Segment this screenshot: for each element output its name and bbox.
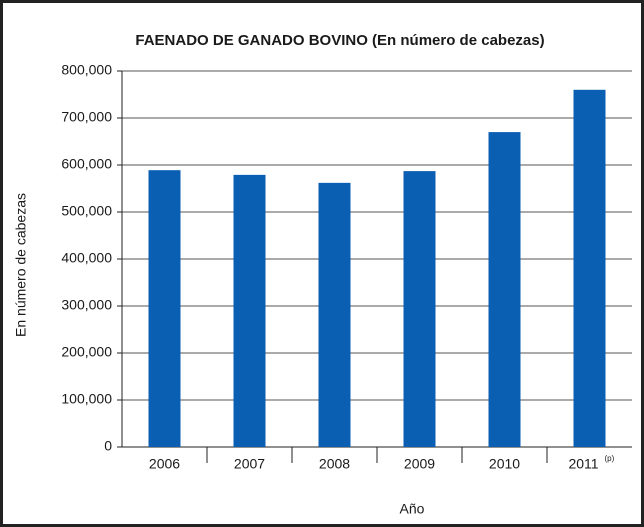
bar (488, 132, 521, 447)
bar (233, 174, 266, 447)
bar (148, 170, 181, 448)
y-tick-label: 200,000 (61, 344, 112, 360)
x-tick-label: 2006 (149, 456, 180, 472)
bar (573, 89, 606, 448)
y-tick-label: 400,000 (61, 250, 112, 266)
x-axis-label: Año (400, 501, 425, 517)
y-axis-label: En número de cabezas (13, 193, 29, 337)
y-tick-label: 600,000 (61, 156, 112, 172)
bar (403, 171, 436, 448)
x-tick-label: 2011 (568, 456, 598, 472)
x-tick-label: 2009 (404, 456, 435, 472)
y-tick-label: 100,000 (61, 391, 112, 407)
y-tick-label: 700,000 (61, 109, 112, 125)
x-tick-label: 2008 (319, 456, 350, 472)
y-tick-label: 300,000 (61, 297, 112, 313)
y-tick-label: 500,000 (61, 203, 112, 219)
chart-title: FAENADO DE GANADO BOVINO (En número de c… (135, 32, 544, 49)
annotation: (p) (605, 454, 615, 463)
bar (318, 182, 351, 448)
y-tick-label: 800,000 (61, 62, 112, 78)
y-tick-label: 0 (104, 438, 112, 454)
x-tick-label: 2007 (234, 456, 265, 472)
x-tick-label: 2010 (489, 456, 520, 472)
